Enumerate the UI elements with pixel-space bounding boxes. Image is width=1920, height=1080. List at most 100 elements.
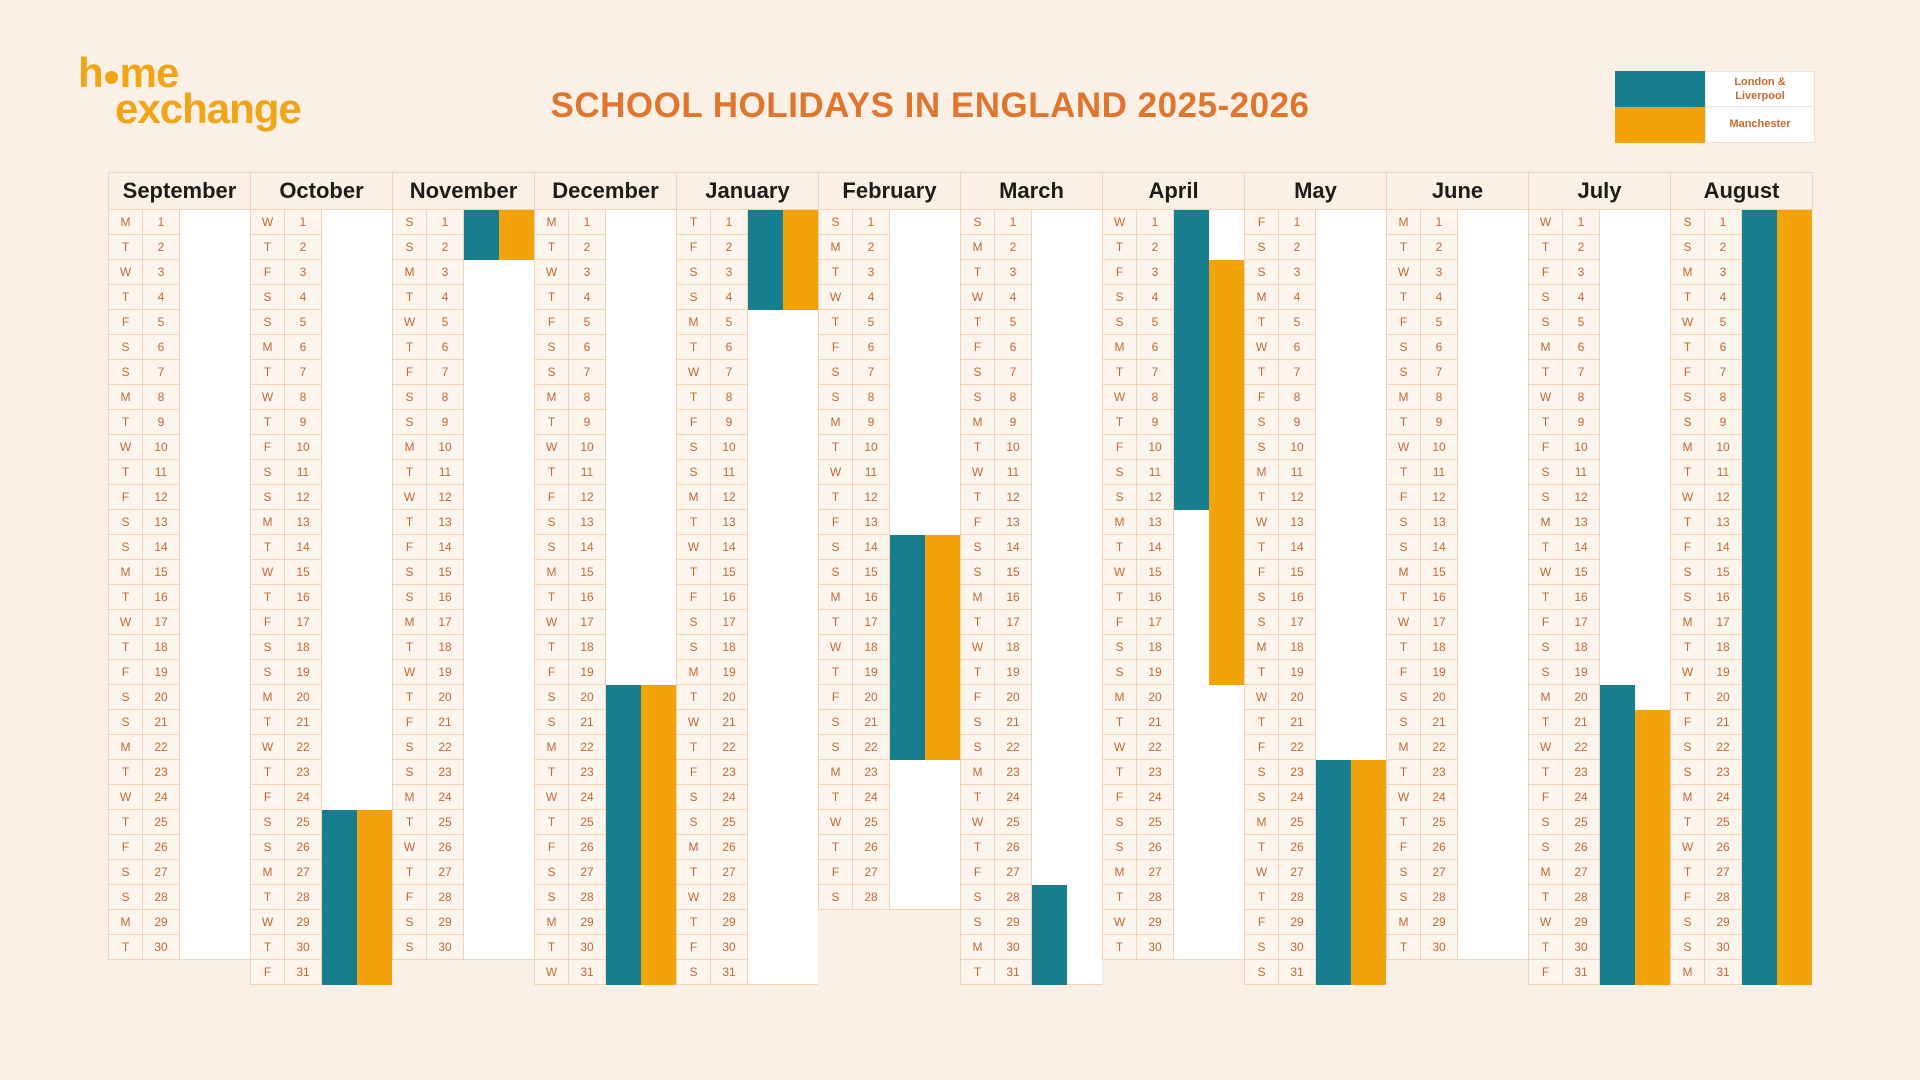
- day-number-cell: 10: [285, 435, 322, 460]
- day-number-cell: 1: [1563, 210, 1600, 235]
- day-number-cell: 4: [1137, 285, 1174, 310]
- day-number-cell: 8: [853, 385, 890, 410]
- weekday-letter-cell: M: [1387, 385, 1421, 410]
- day-number-cell: 2: [1563, 235, 1600, 260]
- day-number-cell: 20: [143, 685, 180, 710]
- day-number-cell: 18: [995, 635, 1032, 660]
- day-number-cell: 3: [1563, 260, 1600, 285]
- weekday-letter-cell: F: [251, 260, 285, 285]
- day-number-cell: 9: [1421, 410, 1458, 435]
- weekday-letter-cell: T: [535, 460, 569, 485]
- day-number-cell: 19: [711, 660, 748, 685]
- day-number-cell: 23: [711, 760, 748, 785]
- day-number-cell: 3: [143, 260, 180, 285]
- weekday-letter-cell: T: [535, 810, 569, 835]
- weekday-letter-cell: S: [251, 635, 285, 660]
- weekday-letter-cell: T: [819, 260, 853, 285]
- weekday-letter-cell: T: [1245, 485, 1279, 510]
- weekday-letter-cell: S: [535, 510, 569, 535]
- weekday-letter-cell: W: [1387, 785, 1421, 810]
- weekday-letter-cell: M: [1529, 685, 1563, 710]
- weekday-letter-cell: T: [961, 610, 995, 635]
- day-number-cell: 20: [1137, 685, 1174, 710]
- day-number-cell: 24: [1421, 785, 1458, 810]
- weekday-letter-cell: S: [1103, 285, 1137, 310]
- holiday-bar-manchester: [499, 210, 534, 260]
- weekday-letter-cell: T: [819, 660, 853, 685]
- weekday-letter-cell: S: [1529, 285, 1563, 310]
- weekday-letter-cell: M: [1387, 735, 1421, 760]
- day-number-cell: 27: [285, 860, 322, 885]
- weekday-letter-cell: W: [819, 285, 853, 310]
- weekday-letter-cell: F: [1671, 885, 1705, 910]
- day-number-cell: 30: [1705, 935, 1742, 960]
- weekday-letter-cell: S: [1387, 360, 1421, 385]
- day-number-column: 1 2 3 4 5 6 7 8 9 10 11 12 13 14 15 16 17 18 19 20 21 22 23 24 2…: [143, 210, 180, 960]
- day-number-column: 1 2 3 4 5 6 7 8 9 10 11 12 13 14 15 16 17 18 19 20 21 22 23 24 2…: [1705, 210, 1742, 985]
- weekday-letter-cell: S: [1387, 885, 1421, 910]
- weekday-letter-cell: T: [109, 760, 143, 785]
- weekday-letter-cell: T: [393, 635, 427, 660]
- day-number-cell: 16: [1563, 585, 1600, 610]
- weekday-letter-cell: M: [251, 685, 285, 710]
- day-number-cell: 20: [1279, 685, 1316, 710]
- weekday-letter-cell: W: [677, 535, 711, 560]
- day-number-cell: 7: [711, 360, 748, 385]
- month-name: May: [1245, 172, 1386, 210]
- day-number-cell: 12: [427, 485, 464, 510]
- weekday-letter-cell: T: [1671, 510, 1705, 535]
- weekday-letter-cell: W: [677, 710, 711, 735]
- day-number-cell: 4: [143, 285, 180, 310]
- weekday-letter-cell: F: [677, 585, 711, 610]
- weekday-letter-cell: F: [1671, 710, 1705, 735]
- day-number-column: 1 2 3 4 5 6 7 8 9 10 11 12 13 14 15 16 17 18 19 20 21 22 23 24 2…: [1563, 210, 1600, 985]
- weekday-letter-cell: M: [677, 835, 711, 860]
- weekday-letter-cell: W: [109, 260, 143, 285]
- day-number-cell: 8: [143, 385, 180, 410]
- day-number-cell: 10: [1563, 435, 1600, 460]
- weekday-letter-cell: S: [677, 260, 711, 285]
- weekday-letter-cell: S: [535, 335, 569, 360]
- weekday-letter-cell: T: [251, 760, 285, 785]
- weekday-letter-cell: S: [677, 810, 711, 835]
- day-number-cell: 8: [569, 385, 606, 410]
- weekday-letter-cell: S: [1671, 735, 1705, 760]
- weekday-letter-cell: S: [393, 385, 427, 410]
- day-number-cell: 24: [285, 785, 322, 810]
- day-number-cell: 16: [995, 585, 1032, 610]
- weekday-letter-cell: W: [1529, 560, 1563, 585]
- holiday-bar-london-liverpool: [1032, 885, 1067, 985]
- weekday-letter-cell: S: [1529, 310, 1563, 335]
- day-number-cell: 29: [1279, 910, 1316, 935]
- weekday-letter-cell: F: [251, 785, 285, 810]
- weekday-letter-cell: M: [1387, 910, 1421, 935]
- weekday-letter-cell: M: [393, 435, 427, 460]
- day-number-cell: 21: [1137, 710, 1174, 735]
- weekday-letter-cell: S: [535, 685, 569, 710]
- weekday-letter-cell: T: [393, 335, 427, 360]
- weekday-letter-cell: T: [1529, 935, 1563, 960]
- day-number-cell: 7: [853, 360, 890, 385]
- weekday-letter-cell: W: [251, 910, 285, 935]
- day-number-cell: 6: [569, 335, 606, 360]
- weekday-letter-cell: F: [1245, 210, 1279, 235]
- month-name: September: [109, 172, 250, 210]
- weekday-letter-cell: T: [109, 635, 143, 660]
- day-number-cell: 23: [427, 760, 464, 785]
- day-number-cell: 21: [711, 710, 748, 735]
- weekday-letter-cell: W: [1387, 260, 1421, 285]
- weekday-letter-cell: S: [1245, 235, 1279, 260]
- weekday-letter-cell: T: [677, 335, 711, 360]
- weekday-letter-cell: W: [961, 460, 995, 485]
- weekday-letter-cell: M: [819, 760, 853, 785]
- day-number-cell: 6: [853, 335, 890, 360]
- day-number-cell: 3: [569, 260, 606, 285]
- weekday-letter-cell: F: [677, 410, 711, 435]
- day-number-cell: 12: [1421, 485, 1458, 510]
- day-number-cell: 8: [995, 385, 1032, 410]
